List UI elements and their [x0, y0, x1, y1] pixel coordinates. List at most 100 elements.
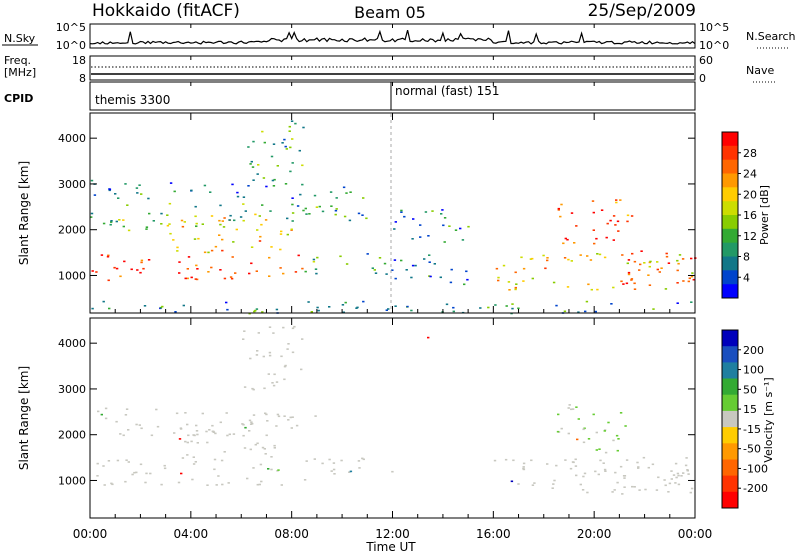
velocity-cell: [221, 483, 224, 486]
velocity-cell: [249, 448, 252, 451]
colorbar-swatch: [722, 201, 738, 216]
freq-label-line1: Freq.: [4, 54, 31, 67]
power-cell: [139, 271, 142, 274]
velocity-cell: [163, 467, 167, 470]
velocity-cell: [576, 438, 579, 441]
velocity-cell: [283, 415, 286, 417]
power-cell: [315, 206, 319, 208]
power-cell: [452, 310, 455, 313]
power-cell: [186, 268, 189, 270]
power-cell: [362, 197, 365, 199]
velocity-cell: [276, 413, 280, 416]
power-cell: [91, 270, 94, 272]
power-cell: [314, 268, 318, 270]
power-cell: [507, 281, 511, 283]
power-cell: [312, 258, 316, 261]
velocity-cell: [301, 338, 304, 340]
velocity-panel-frame: [89, 317, 696, 519]
colorbar-frame: [721, 329, 739, 509]
power-cell: [272, 143, 276, 145]
power-cell: [102, 300, 105, 303]
power-cell: [123, 260, 126, 263]
power-cell: [299, 193, 302, 196]
power-cell: [345, 263, 349, 265]
power-cell: [109, 223, 112, 226]
velocity-cell: [249, 423, 253, 425]
power-cell: [393, 259, 397, 261]
power-cell: [342, 186, 346, 189]
power-cell: [652, 308, 655, 310]
power-cell: [638, 269, 641, 271]
velocity-cell: [291, 351, 295, 354]
colorbar-swatch: [722, 427, 738, 444]
velocity-cell: [275, 425, 278, 427]
power-cell: [127, 229, 131, 232]
velocity-cell: [586, 491, 589, 494]
power-cell: [334, 209, 338, 212]
power-cell: [361, 214, 364, 216]
power-cell: [514, 286, 517, 289]
colorbar-swatch: [722, 270, 738, 285]
velocity-cell: [270, 456, 273, 458]
power-cell: [450, 268, 453, 271]
power-cell: [690, 257, 693, 260]
power-cell: [428, 254, 431, 256]
velocity-cell: [574, 458, 577, 461]
power-cell: [454, 229, 458, 231]
velocity-cell: [614, 471, 617, 474]
power-cell: [178, 272, 181, 274]
colorbar-tick-label: 16: [743, 209, 757, 222]
power-cell: [290, 120, 294, 122]
power-cell: [586, 255, 589, 257]
x-tick-label: 08:00: [274, 527, 309, 541]
power-cell: [261, 130, 264, 133]
power-cell: [115, 267, 119, 270]
power-cell: [91, 307, 94, 310]
freq-label-line2: [MHz]: [4, 66, 36, 79]
power-cell: [595, 237, 598, 240]
power-cell: [587, 283, 590, 286]
power-cell: [365, 217, 368, 220]
velocity-cell: [642, 456, 646, 459]
colorbar-swatch: [722, 284, 738, 299]
power-cell: [183, 221, 186, 223]
power-cell: [429, 275, 432, 278]
power-cell: [256, 229, 259, 231]
power-cell: [391, 269, 394, 271]
power-cell: [494, 304, 497, 306]
velocity-cell: [569, 467, 573, 470]
power-cell: [466, 278, 469, 281]
power-cell: [557, 209, 560, 211]
velocity-cell: [582, 441, 586, 444]
colorbar-swatch: [722, 215, 738, 230]
power-cell: [339, 255, 342, 258]
power-cell: [197, 237, 200, 240]
nsky-tick-bottom-right: 10^0: [699, 39, 729, 52]
power-cell: [247, 146, 250, 148]
power-cell: [411, 238, 414, 240]
power-cell: [239, 216, 243, 218]
power-cell: [136, 269, 139, 271]
power-cell: [609, 219, 612, 222]
velocity-cell: [119, 433, 122, 435]
power-cell: [393, 228, 396, 230]
velocity-cell: [96, 462, 99, 465]
power-cell: [261, 204, 264, 206]
velocity-cell: [616, 449, 619, 452]
power-cell: [656, 268, 659, 271]
velocity-cell: [181, 457, 185, 459]
velocity-cell: [556, 430, 560, 433]
power-cell: [439, 276, 442, 279]
power-cell: [130, 268, 133, 271]
velocity-cell: [242, 423, 245, 426]
power-cell: [585, 300, 589, 303]
velocity-cell: [263, 387, 266, 390]
power-cell: [169, 232, 172, 235]
velocity-cell: [102, 465, 105, 467]
power-cell: [394, 221, 397, 223]
velocity-cell: [636, 461, 639, 464]
velocity-cell: [248, 430, 251, 432]
velocity-cell: [690, 487, 694, 490]
power-cell: [302, 209, 305, 212]
power-cell: [677, 262, 680, 265]
